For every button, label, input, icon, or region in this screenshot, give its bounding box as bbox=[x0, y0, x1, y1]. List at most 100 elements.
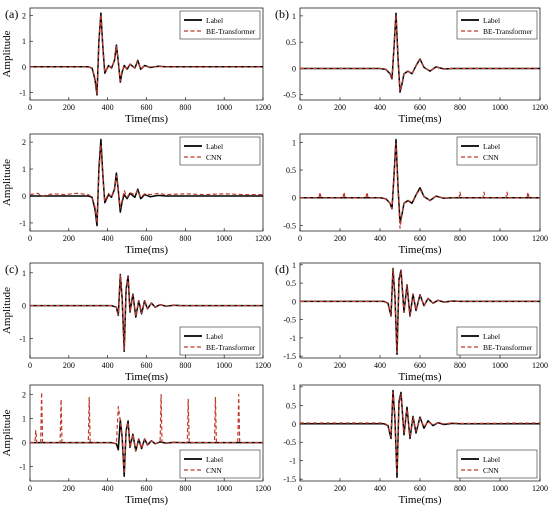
panel-7: 0 200 400 600 800 1000 1200 -1 0 1 2 Label CNN Time(m… bbox=[1, 384, 271, 506]
legend: Label BE-Transformer bbox=[179, 10, 261, 40]
x-tick-label: 1000 bbox=[492, 103, 508, 112]
x-tick-label: 400 bbox=[374, 361, 386, 370]
series-group bbox=[300, 138, 540, 229]
series-line-cnn bbox=[30, 144, 263, 224]
x-tick-label: 600 bbox=[414, 103, 426, 112]
series-line-cnn bbox=[300, 391, 540, 475]
x-tick-label: 200 bbox=[334, 234, 346, 243]
x-tick-label: 600 bbox=[414, 484, 426, 493]
legend-box bbox=[456, 449, 538, 479]
y-axis-label: Amplitude bbox=[1, 409, 13, 456]
legend: Label BE-Transformer bbox=[456, 10, 538, 40]
legend: Label CNN bbox=[456, 136, 538, 166]
x-tick-label: 1200 bbox=[532, 484, 548, 493]
x-tick-label: 1000 bbox=[492, 234, 508, 243]
panel-2: 0 200 400 600 800 1000 1200-0.500.51 LabelBE-Tr… bbox=[275, 7, 548, 125]
y-tick-label: 1 bbox=[22, 415, 26, 424]
x-tick-label: 800 bbox=[179, 103, 191, 112]
y-tick-label: 1 bbox=[292, 261, 296, 270]
legend-box bbox=[456, 326, 538, 356]
x-tick-label: 200 bbox=[63, 234, 75, 243]
x-tick-label: 0 bbox=[298, 103, 302, 112]
x-axis-label: Time(ms) bbox=[125, 113, 168, 125]
x-tick-label: 0 bbox=[298, 361, 302, 370]
y-tick-label: 1 bbox=[22, 37, 26, 46]
y-tick-label: -0.5 bbox=[283, 438, 296, 447]
x-tick-label: 200 bbox=[334, 484, 346, 493]
legend-box bbox=[456, 10, 538, 40]
y-tick-label: 0.5 bbox=[286, 279, 296, 288]
legend-label: BE-Transformer bbox=[483, 343, 533, 352]
series-line-be-transformer bbox=[300, 268, 540, 354]
y-tick-label: 0 bbox=[292, 64, 296, 73]
y-tick-label: 0 bbox=[22, 439, 26, 448]
y-tick-label: -0.5 bbox=[283, 221, 296, 230]
y-tick-label: 2 bbox=[22, 12, 26, 21]
x-tick-label: 400 bbox=[102, 361, 114, 370]
x-tick-label: 1000 bbox=[216, 361, 232, 370]
x-axis-label: Time(ms) bbox=[399, 371, 442, 383]
y-tick-label: -1 bbox=[19, 463, 26, 472]
y-axis-label: Amplitude bbox=[1, 287, 13, 334]
x-tick-label: 400 bbox=[374, 234, 386, 243]
x-tick-label: 200 bbox=[334, 103, 346, 112]
y-tick-label: -1 bbox=[289, 457, 296, 466]
series-group bbox=[30, 391, 263, 477]
x-tick-label: 1000 bbox=[216, 484, 232, 493]
x-tick-label: 0 bbox=[28, 234, 32, 243]
x-tick-label: 1200 bbox=[532, 234, 548, 243]
series-group bbox=[30, 273, 263, 353]
x-tick-label: 800 bbox=[454, 361, 466, 370]
panel-6: 0 200 400 600 800 1000 1200 -1.5 -1 -0.5 0 0.5 1 Labe… bbox=[275, 261, 548, 383]
series-group bbox=[300, 12, 540, 93]
legend-box bbox=[456, 136, 538, 166]
panel-label: (c) bbox=[5, 262, 18, 276]
legend: Label BE-Transformer bbox=[179, 326, 261, 356]
legend-label: BE-Transformer bbox=[206, 27, 256, 36]
x-tick-label: 400 bbox=[102, 484, 114, 493]
legend-box bbox=[179, 136, 261, 166]
x-tick-label: 1000 bbox=[492, 361, 508, 370]
y-axis-label: Amplitude bbox=[1, 159, 13, 206]
y-tick-label: -1 bbox=[19, 334, 26, 343]
legend: Label CNN bbox=[179, 449, 261, 479]
x-tick-label: 1000 bbox=[216, 234, 232, 243]
legend-label: CNN bbox=[206, 466, 222, 475]
legend: Label CNN bbox=[456, 449, 538, 479]
x-tick-label: 1200 bbox=[255, 361, 271, 370]
x-tick-label: 800 bbox=[179, 361, 191, 370]
legend-label: BE-Transformer bbox=[483, 27, 533, 36]
x-tick-label: 0 bbox=[298, 484, 302, 493]
legend-label: Label bbox=[206, 16, 223, 25]
x-tick-label: 800 bbox=[454, 103, 466, 112]
y-axis-label: Amplitude bbox=[1, 30, 13, 77]
x-tick-label: 200 bbox=[63, 361, 75, 370]
x-tick-label: 0 bbox=[28, 103, 32, 112]
x-tick-label: 600 bbox=[414, 234, 426, 243]
x-tick-label: 1000 bbox=[492, 484, 508, 493]
x-tick-label: 0 bbox=[28, 361, 32, 370]
x-tick-label: 0 bbox=[28, 484, 32, 493]
x-tick-label: 600 bbox=[141, 103, 153, 112]
y-tick-label: 0 bbox=[292, 420, 296, 429]
x-axis-label: Time(ms) bbox=[125, 494, 168, 506]
x-tick-label: 800 bbox=[179, 484, 191, 493]
panel-label: (a) bbox=[5, 7, 18, 21]
x-tick-label: 400 bbox=[102, 103, 114, 112]
x-tick-label: 800 bbox=[179, 234, 191, 243]
x-tick-label: 1200 bbox=[255, 484, 271, 493]
panel-label: (b) bbox=[275, 7, 289, 21]
x-tick-label: 600 bbox=[141, 484, 153, 493]
panel-label: (d) bbox=[275, 262, 289, 276]
y-tick-label: 1 bbox=[292, 383, 296, 392]
y-tick-label: 2 bbox=[22, 138, 26, 147]
x-axis-label: Time(ms) bbox=[399, 494, 442, 506]
y-tick-label: 0.5 bbox=[286, 38, 296, 47]
legend-box bbox=[179, 449, 261, 479]
legend-label: Label bbox=[483, 455, 500, 464]
x-tick-label: 1200 bbox=[255, 234, 271, 243]
legend-label: Label bbox=[206, 455, 223, 464]
